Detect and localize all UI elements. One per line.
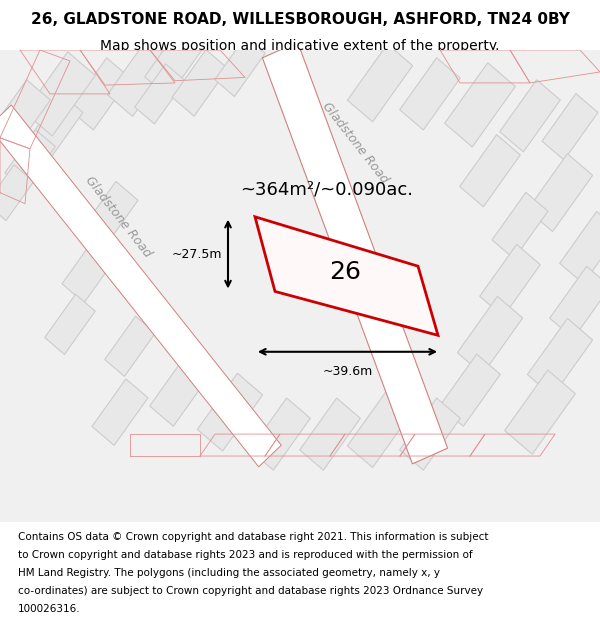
Polygon shape	[560, 211, 600, 284]
Polygon shape	[25, 52, 95, 136]
Text: co-ordinates) are subject to Crown copyright and database rights 2023 Ordnance S: co-ordinates) are subject to Crown copyr…	[18, 586, 483, 596]
Polygon shape	[527, 318, 593, 396]
Text: to Crown copyright and database rights 2023 and is reproduced with the permissio: to Crown copyright and database rights 2…	[18, 550, 473, 560]
Polygon shape	[5, 129, 55, 190]
Polygon shape	[460, 134, 520, 207]
Text: 26: 26	[329, 259, 361, 284]
Polygon shape	[300, 398, 360, 470]
Text: ~364m²/~0.090ac.: ~364m²/~0.090ac.	[240, 180, 413, 198]
Polygon shape	[480, 244, 540, 316]
Polygon shape	[135, 64, 185, 124]
Text: 26, GLADSTONE ROAD, WILLESBOROUGH, ASHFORD, TN24 0BY: 26, GLADSTONE ROAD, WILLESBOROUGH, ASHFO…	[31, 12, 569, 28]
Text: Gladstone Road: Gladstone Road	[319, 100, 391, 186]
Polygon shape	[62, 236, 118, 302]
Polygon shape	[440, 354, 500, 426]
Text: Map shows position and indicative extent of the property.: Map shows position and indicative extent…	[100, 39, 500, 53]
Polygon shape	[347, 44, 413, 122]
Polygon shape	[82, 181, 138, 248]
Polygon shape	[500, 80, 560, 152]
Polygon shape	[445, 62, 515, 147]
Text: Gladstone Road: Gladstone Road	[82, 174, 154, 260]
Text: HM Land Registry. The polygons (including the associated geometry, namely x, y: HM Land Registry. The polygons (includin…	[18, 568, 440, 578]
Polygon shape	[0, 80, 50, 152]
Polygon shape	[172, 49, 228, 116]
Text: ~27.5m: ~27.5m	[172, 248, 222, 261]
Polygon shape	[150, 354, 210, 426]
Polygon shape	[250, 398, 310, 470]
Polygon shape	[92, 379, 148, 446]
Polygon shape	[45, 294, 95, 354]
Polygon shape	[457, 296, 523, 374]
Polygon shape	[107, 39, 173, 116]
Polygon shape	[215, 36, 265, 96]
Polygon shape	[505, 370, 575, 454]
Polygon shape	[197, 373, 263, 451]
Polygon shape	[145, 25, 205, 97]
Polygon shape	[70, 58, 130, 130]
Text: Contains OS data © Crown copyright and database right 2021. This information is : Contains OS data © Crown copyright and d…	[18, 532, 488, 542]
Polygon shape	[542, 94, 598, 160]
Polygon shape	[262, 42, 448, 464]
Polygon shape	[400, 58, 460, 130]
Polygon shape	[400, 398, 460, 470]
Polygon shape	[550, 266, 600, 339]
Text: ~39.6m: ~39.6m	[322, 365, 373, 378]
Polygon shape	[0, 165, 34, 221]
Polygon shape	[27, 94, 83, 160]
Polygon shape	[527, 154, 593, 232]
Text: 100026316.: 100026316.	[18, 604, 80, 614]
Polygon shape	[492, 192, 548, 259]
Polygon shape	[347, 389, 413, 468]
Polygon shape	[0, 105, 281, 467]
Polygon shape	[255, 217, 438, 336]
Polygon shape	[105, 316, 155, 376]
